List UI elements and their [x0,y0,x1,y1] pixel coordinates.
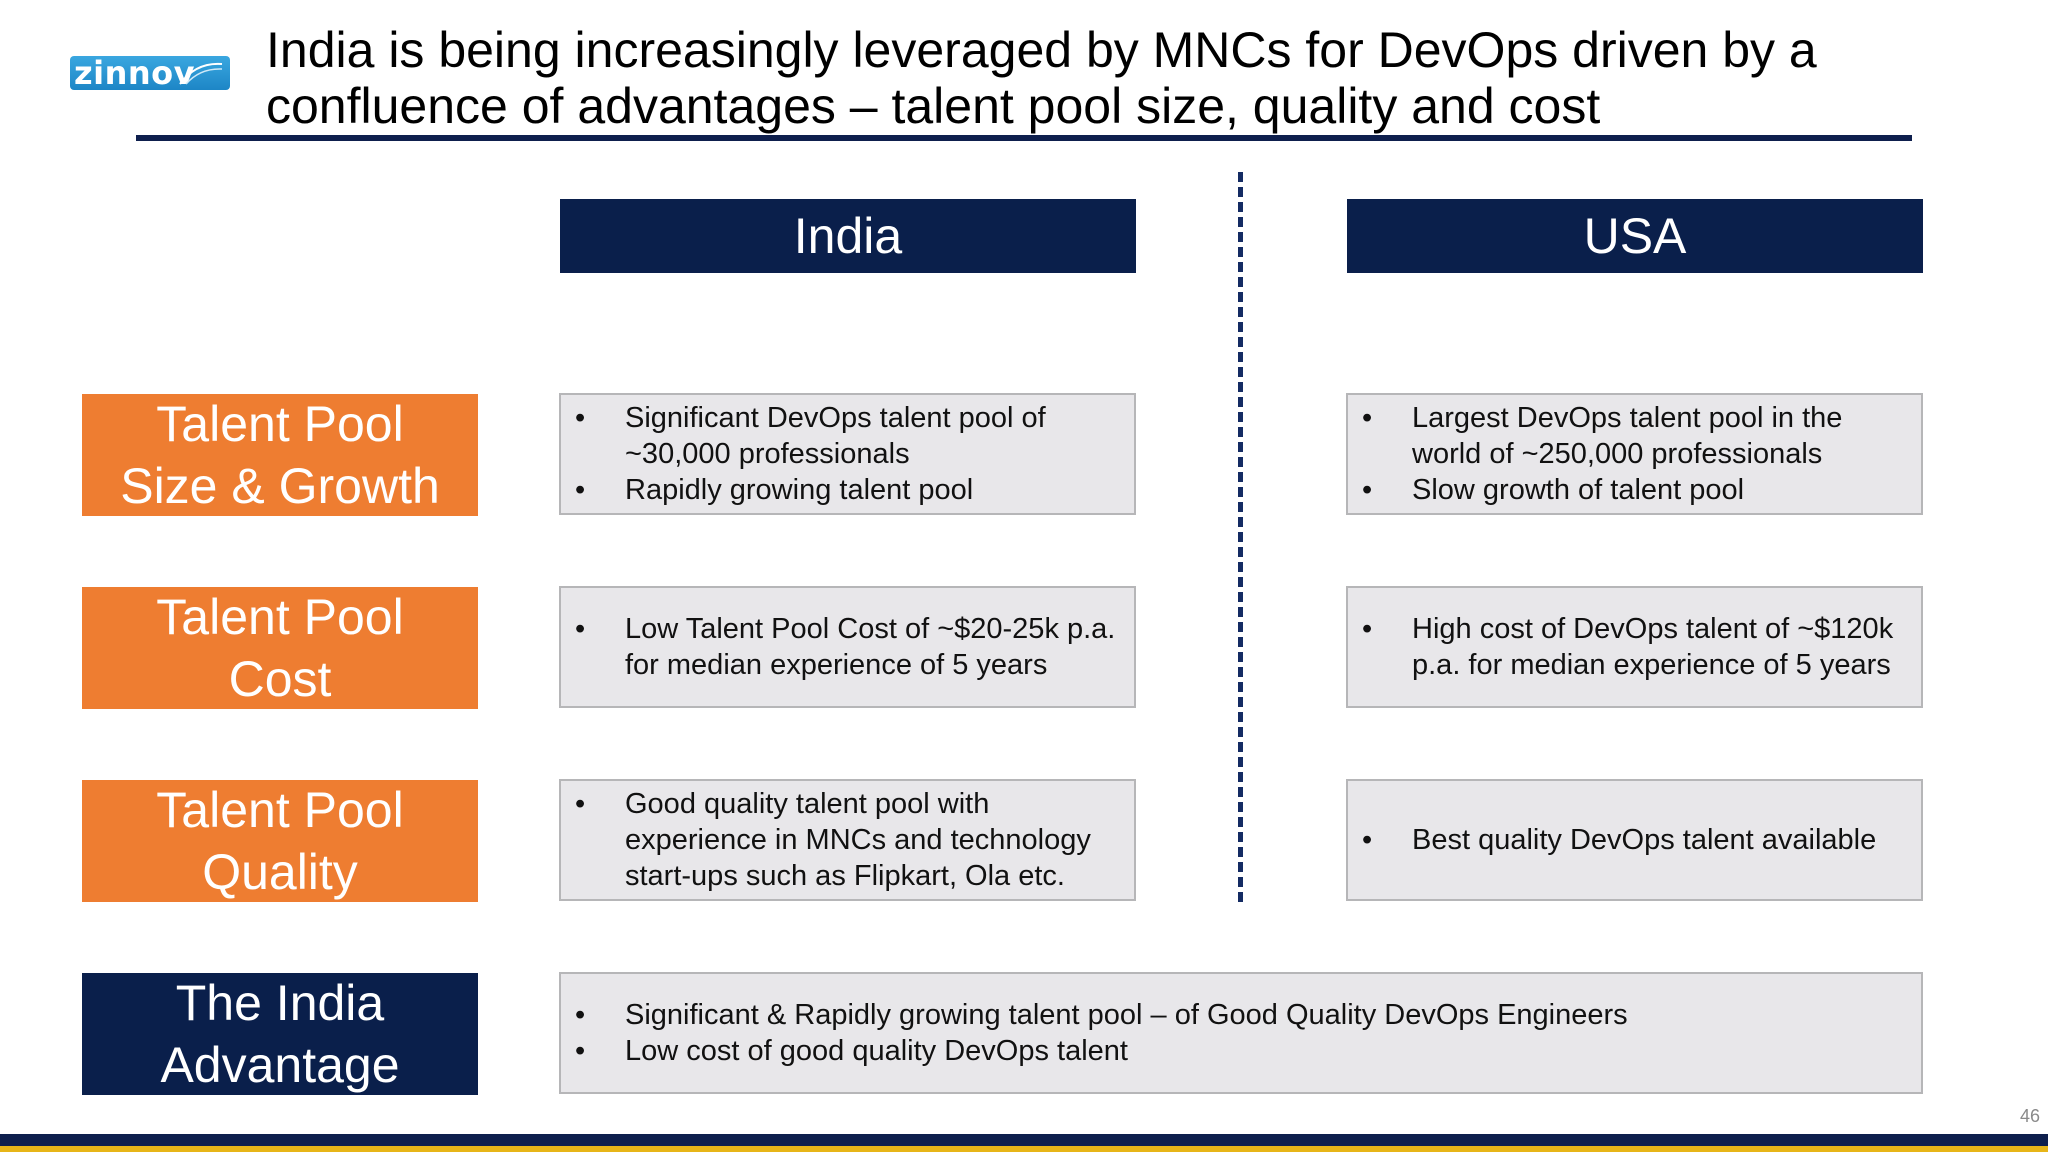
row-label-cost: Talent Pool Cost [82,587,478,709]
footer-accent-line [0,1146,2048,1152]
row-label-text: Talent Pool Size & Growth [120,396,440,514]
slide-title: India is being increasingly leveraged by… [266,22,1817,134]
logo-swoosh-icon [179,62,223,85]
zinnov-logo: zinnov [70,56,230,90]
title-underline [136,135,1912,141]
bullet-item: • Low Talent Pool Cost of ~$20-25k p.a. f… [575,613,1116,681]
india-quality-cell: • Good quality talent pool with experienc… [559,779,1136,901]
usa-size-growth-cell: • Largest DevOps talent pool in the world… [1346,393,1923,515]
row-label-text: Talent Pool Cost [156,589,404,707]
page-number: 46 [2019,1106,2040,1126]
row-label-size-growth: Talent Pool Size & Growth [82,394,478,516]
column-header-usa: USA [1347,199,1923,273]
logo-text: zinnov [74,54,195,92]
bullet-item: • High cost of DevOps talent of ~$120k p.… [1362,613,1894,681]
india-size-growth-cell: • Significant DevOps talent pool of ~30,0… [559,393,1136,515]
column-header-india: India [560,199,1136,273]
bullet-item: • Significant DevOps talent pool of ~30,0… [575,402,1046,470]
column-divider [1238,172,1243,902]
row-label-quality: Talent Pool Quality [82,780,478,902]
row-label-india-advantage: The India Advantage [82,973,478,1095]
bullet-item: • Low cost of good quality DevOps talent [575,1035,1128,1067]
bullet-item: • Good quality talent pool with experienc… [575,788,1091,892]
usa-cost-cell: • High cost of DevOps talent of ~$120k p.… [1346,586,1923,708]
row-label-text: The India Advantage [160,975,400,1093]
india-advantage-cell: • Significant & Rapidly growing talent po… [559,972,1923,1094]
bullet-item: • Significant & Rapidly growing talent po… [575,999,1628,1031]
bullet-item: • Rapidly growing talent pool [575,474,974,506]
usa-quality-cell: • Best quality DevOps talent available [1346,779,1923,901]
bullet-item: • Slow growth of talent pool [1362,474,1745,506]
row-label-text: Talent Pool Quality [156,782,404,900]
bullet-item: • Best quality DevOps talent available [1362,824,1877,856]
bullet-item: • Largest DevOps talent pool in the world… [1362,402,1843,470]
india-cost-cell: • Low Talent Pool Cost of ~$20-25k p.a. f… [559,586,1136,708]
